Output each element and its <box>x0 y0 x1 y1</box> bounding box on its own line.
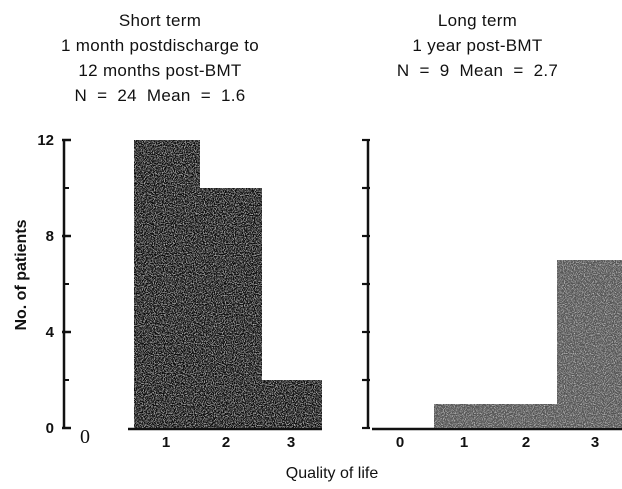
y-axis-label: No. of patients <box>13 219 30 330</box>
right-x-tick-label: 1 <box>460 434 468 451</box>
right-panel-title: Long term 1 year post-BMT N = 9 Mean = 2… <box>396 11 559 80</box>
left-x-tick-label: 3 <box>287 434 295 451</box>
left-y-tick-label: 8 <box>46 228 54 245</box>
left-panel-title: Short term 1 month postdischarge to 12 m… <box>60 11 260 105</box>
left-y-tick-label: 4 <box>46 324 55 341</box>
right-bar-3 <box>557 260 622 428</box>
left-bar-3 <box>262 380 322 428</box>
right-x-tick-label: 0 <box>396 434 404 451</box>
x-axis-label: Quality of life <box>286 465 379 482</box>
left-bar-1 <box>134 140 200 428</box>
right-bar-2 <box>496 404 557 428</box>
left-bar-2 <box>200 188 262 428</box>
left-y-tick-label: 12 <box>37 132 54 149</box>
right-bar-1 <box>434 404 496 428</box>
left-x-tick-label: 1 <box>162 434 170 451</box>
left-x-tick-label-0: 0 <box>80 426 90 448</box>
right-x-tick-label: 2 <box>522 434 530 451</box>
right-x-tick-label: 3 <box>591 434 599 451</box>
left-y-tick-label: 0 <box>46 420 54 437</box>
right-panel: 0 1 2 3 <box>362 138 622 451</box>
left-x-tick-label: 2 <box>222 434 230 451</box>
